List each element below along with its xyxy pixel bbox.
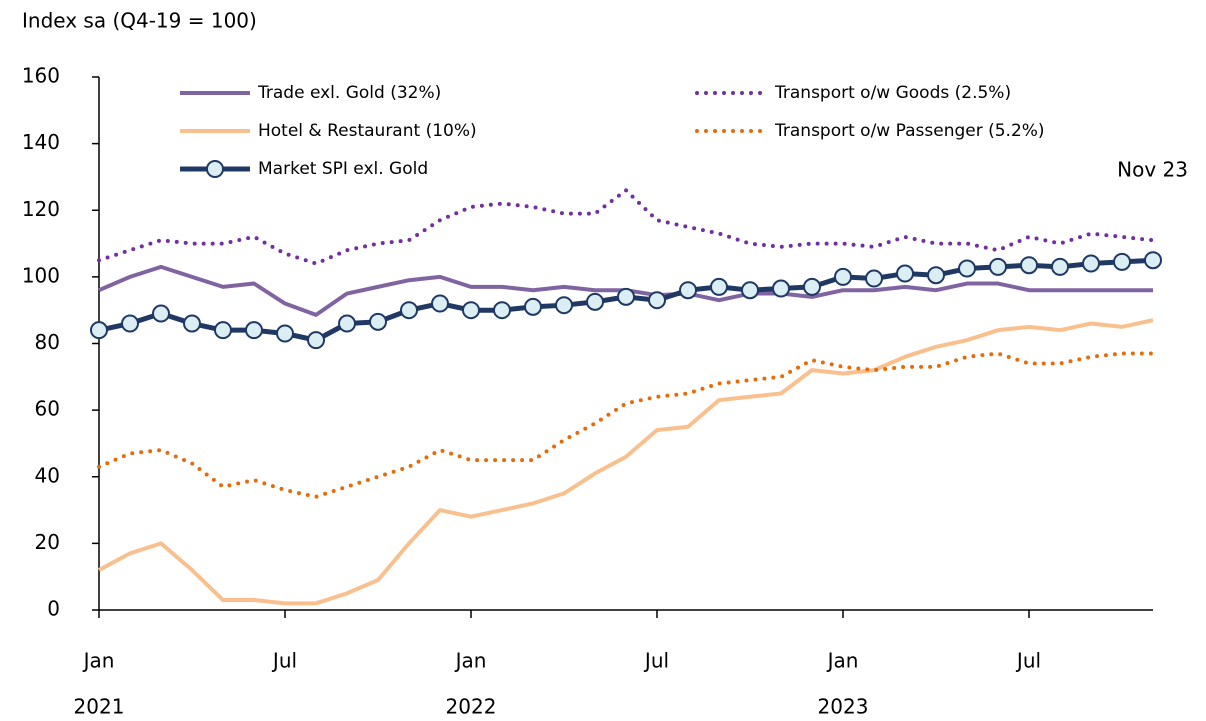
y-tick-label: 0 (47, 597, 60, 621)
y-tick-label: 60 (35, 397, 60, 421)
year-label: 2021 (74, 695, 125, 719)
marker (121, 314, 139, 333)
marker (989, 257, 1007, 276)
x-tick-label: Jan (454, 649, 487, 673)
x-tick-label: Jul (1015, 649, 1041, 673)
marker (183, 314, 201, 333)
marker (369, 312, 387, 331)
x-tick-label: Jul (271, 649, 297, 673)
marker (617, 287, 635, 306)
marker (586, 292, 604, 311)
y-tick-label: 120 (22, 197, 60, 221)
marker (772, 279, 790, 298)
marker (741, 281, 759, 300)
marker (958, 259, 976, 278)
y-tick-label: 20 (35, 530, 60, 554)
marker (462, 301, 480, 320)
legend-label: Trade exl. Gold (32%) (257, 83, 441, 103)
y-tick-label: 100 (22, 263, 60, 287)
x-tick-label: Jan (82, 649, 115, 673)
year-label: 2023 (818, 695, 869, 719)
marker (555, 296, 573, 315)
marker (276, 324, 294, 343)
marker (1144, 251, 1162, 270)
marker (245, 321, 263, 340)
x-tick-label: Jul (643, 649, 669, 673)
marker (338, 314, 356, 333)
series-line (98, 318, 1154, 606)
marker (214, 321, 232, 340)
marker (896, 264, 914, 283)
marker (431, 294, 449, 313)
legend-label: Transport o/w Goods (2.5%) (774, 83, 1011, 103)
marker (307, 331, 325, 350)
marker (493, 301, 511, 320)
annotation: Nov 23 (1117, 158, 1188, 182)
marker (400, 301, 418, 320)
marker (1113, 252, 1131, 271)
marker (648, 291, 666, 310)
y-tick-label: 160 (22, 64, 60, 88)
year-label: 2022 (446, 695, 497, 719)
marker (803, 277, 821, 296)
marker (90, 321, 108, 340)
marker (1082, 254, 1100, 273)
y-axis-title: Index sa (Q4-19 = 100) (22, 9, 257, 33)
marker (1051, 257, 1069, 276)
marker (865, 269, 883, 288)
marker (152, 304, 170, 323)
legend-label: Transport o/w Passenger (5.2%) (774, 121, 1045, 141)
series-line (97, 351, 1155, 499)
legend-marker (206, 160, 224, 178)
marker (524, 297, 542, 316)
x-tick-label: Jan (826, 649, 859, 673)
marker (927, 266, 945, 285)
y-tick-label: 80 (35, 330, 60, 354)
legend-label: Market SPI exl. Gold (258, 159, 428, 179)
y-tick-label: 140 (22, 130, 60, 154)
legend-label: Hotel & Restaurant (10%) (258, 121, 477, 141)
marker (710, 277, 728, 296)
marker (834, 267, 852, 286)
marker (1020, 256, 1038, 275)
y-tick-label: 40 (35, 463, 60, 487)
series-line (97, 187, 1155, 266)
marker (679, 281, 697, 300)
